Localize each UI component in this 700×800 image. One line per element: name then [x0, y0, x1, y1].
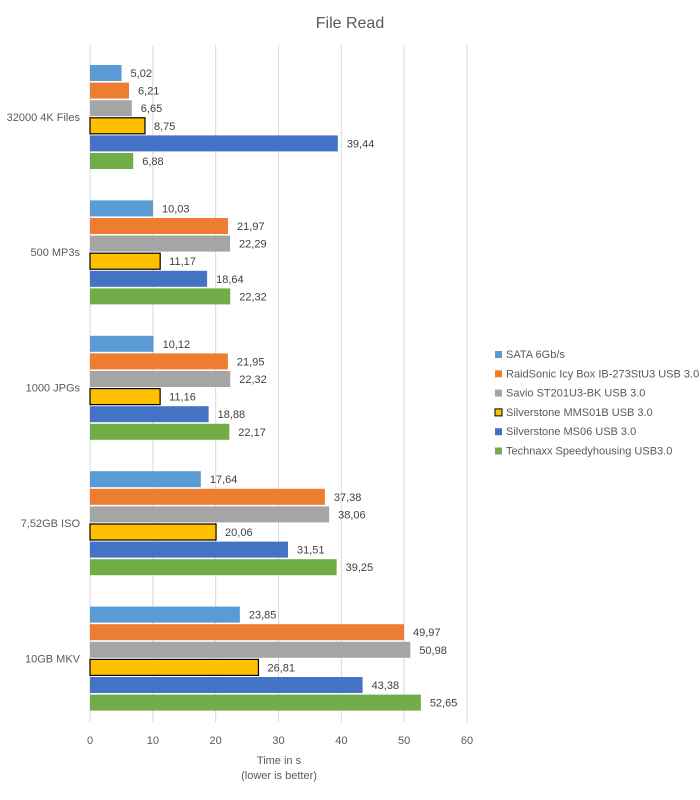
- bar: [90, 694, 421, 711]
- bar: [90, 235, 231, 252]
- bar: [90, 606, 240, 623]
- data-label: 22,32: [239, 291, 267, 303]
- bar: [89, 658, 260, 677]
- data-label: 21,97: [237, 221, 265, 233]
- bar: [90, 200, 154, 217]
- data-label: 38,06: [338, 509, 366, 521]
- bar: [90, 288, 231, 305]
- bar: [90, 624, 404, 641]
- data-label: 39,44: [347, 138, 375, 150]
- data-label: 22,17: [238, 427, 266, 439]
- bar: [89, 252, 161, 270]
- legend-entry: Technaxx Speedyhousing USB3.0: [506, 446, 672, 458]
- legend-swatch: [494, 408, 503, 417]
- data-label: 37,38: [334, 492, 362, 504]
- legend-swatch: [495, 428, 502, 436]
- data-label: 31,51: [297, 545, 325, 557]
- category-label: 10GB MKV: [25, 653, 81, 665]
- legend-entry: Silverstone MMS01B USB 3.0: [506, 407, 653, 419]
- category-label: 32000 4K Files: [7, 112, 81, 124]
- data-label: 49,97: [413, 627, 441, 639]
- bar: [90, 335, 154, 352]
- data-label: 18,88: [218, 409, 246, 421]
- bar: [90, 100, 132, 117]
- bar: [89, 523, 217, 541]
- bar: [90, 677, 363, 693]
- data-label: 17,64: [210, 474, 238, 486]
- legend-entry: Savio ST201U3-BK USB 3.0: [506, 388, 645, 400]
- bar: [90, 82, 130, 99]
- bar: [90, 353, 228, 370]
- data-label: 6,21: [138, 86, 159, 98]
- data-label: 10,12: [163, 339, 191, 351]
- x-tick-label: 0: [87, 735, 93, 747]
- x-tick-label: 20: [210, 735, 222, 747]
- chart-title: File Read: [316, 15, 384, 32]
- data-label: 22,32: [239, 374, 267, 386]
- bar: [90, 218, 229, 234]
- bar: [90, 541, 288, 558]
- x-tick-label: 40: [335, 735, 347, 747]
- data-label: 10,03: [162, 203, 190, 215]
- data-label: 8,75: [154, 121, 175, 133]
- bar: [90, 153, 134, 169]
- data-label: 5,02: [131, 68, 152, 80]
- category-label: 500 MP3s: [30, 247, 80, 259]
- data-label: 6,88: [142, 156, 163, 168]
- bar: [90, 406, 209, 423]
- legend-entry: RaidSonic Icy Box IB-273StU3 USB 3.0: [506, 368, 699, 380]
- legend-entry: Silverstone MS06 USB 3.0: [506, 426, 636, 438]
- bar: [90, 559, 337, 576]
- data-label: 18,64: [216, 274, 244, 286]
- bar: [90, 65, 122, 81]
- x-tick-label: 10: [147, 735, 159, 747]
- bar: [90, 135, 338, 152]
- legend-entry: SATA 6Gb/s: [506, 349, 565, 361]
- bar: [90, 471, 201, 488]
- category-label: 1000 JPGs: [26, 383, 81, 395]
- data-label: 22,29: [239, 239, 267, 251]
- data-label: 52,65: [430, 698, 458, 710]
- data-label: 11,16: [169, 392, 196, 404]
- legend-swatch: [495, 351, 502, 358]
- data-label: 50,98: [419, 645, 447, 657]
- data-label: 11,17: [169, 256, 196, 268]
- x-tick-label: 60: [461, 735, 473, 747]
- data-label: 6,65: [141, 103, 162, 115]
- x-tick-label: 50: [398, 735, 410, 747]
- data-label: 20,06: [225, 527, 253, 539]
- data-label: 21,95: [237, 356, 265, 368]
- legend-swatch: [495, 370, 502, 378]
- bar: [90, 488, 325, 505]
- bar: [90, 270, 208, 287]
- bar: [89, 117, 146, 135]
- data-label: 39,25: [346, 562, 374, 574]
- bar: [90, 506, 330, 523]
- legend-swatch: [495, 447, 502, 455]
- legend-swatch: [495, 389, 502, 397]
- bar: [90, 423, 230, 440]
- bar: [89, 388, 161, 406]
- bar: [90, 641, 411, 658]
- x-tick-label: 30: [272, 735, 284, 747]
- x-axis-title-line2: (lower is better): [241, 770, 317, 782]
- category-label: 7,52GB ISO: [21, 518, 81, 530]
- data-label: 26,81: [267, 662, 295, 674]
- x-axis-title-line1: Time in s: [257, 755, 302, 767]
- data-label: 23,85: [249, 610, 277, 622]
- data-label: 43,38: [372, 680, 400, 692]
- bar: [90, 371, 231, 387]
